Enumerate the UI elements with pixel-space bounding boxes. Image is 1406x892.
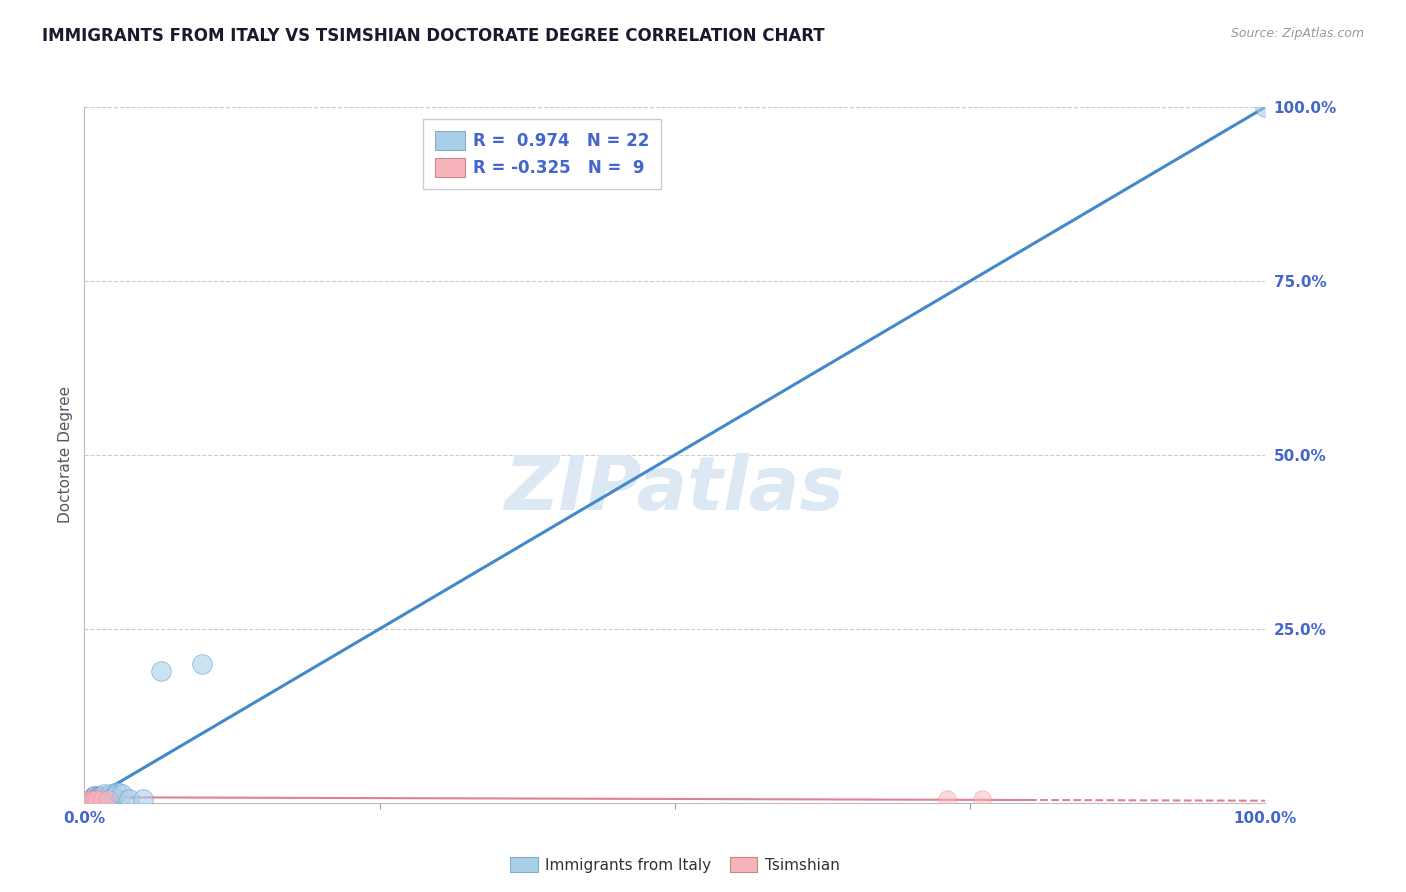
Point [98,788,121,802]
Point [86,792,108,806]
Point [107,785,129,799]
Point [87,790,110,805]
Point [82,790,104,805]
Point [83,789,105,803]
Point [118,792,141,806]
Point [935,792,957,806]
Point [970,792,993,806]
Point [77,792,100,806]
Point [77,794,100,808]
Point [84,789,107,803]
Point [82,792,104,806]
Point [97,792,120,806]
Point [103,790,125,805]
Point [1254,100,1277,114]
Text: IMMIGRANTS FROM ITALY VS TSIMSHIAN DOCTORATE DEGREE CORRELATION CHART: IMMIGRANTS FROM ITALY VS TSIMSHIAN DOCTO… [42,27,825,45]
Point [91,792,114,806]
Y-axis label: Doctorate Degree: Doctorate Degree [58,386,73,524]
Point [84,792,107,806]
Point [79,794,101,808]
Point [132,792,155,806]
Text: Source: ZipAtlas.com: Source: ZipAtlas.com [1230,27,1364,40]
Legend: Immigrants from Italy, Tsimshian: Immigrants from Italy, Tsimshian [503,850,846,879]
Point [89,789,111,803]
Point [86,790,108,805]
Point [191,657,214,671]
Text: ZIPatlas: ZIPatlas [505,453,845,526]
Point [80,794,103,808]
Point [93,788,115,802]
Point [79,792,101,806]
Point [111,788,134,802]
Point [150,664,173,678]
Point [91,790,114,805]
Point [84,792,107,806]
Point [97,792,120,806]
